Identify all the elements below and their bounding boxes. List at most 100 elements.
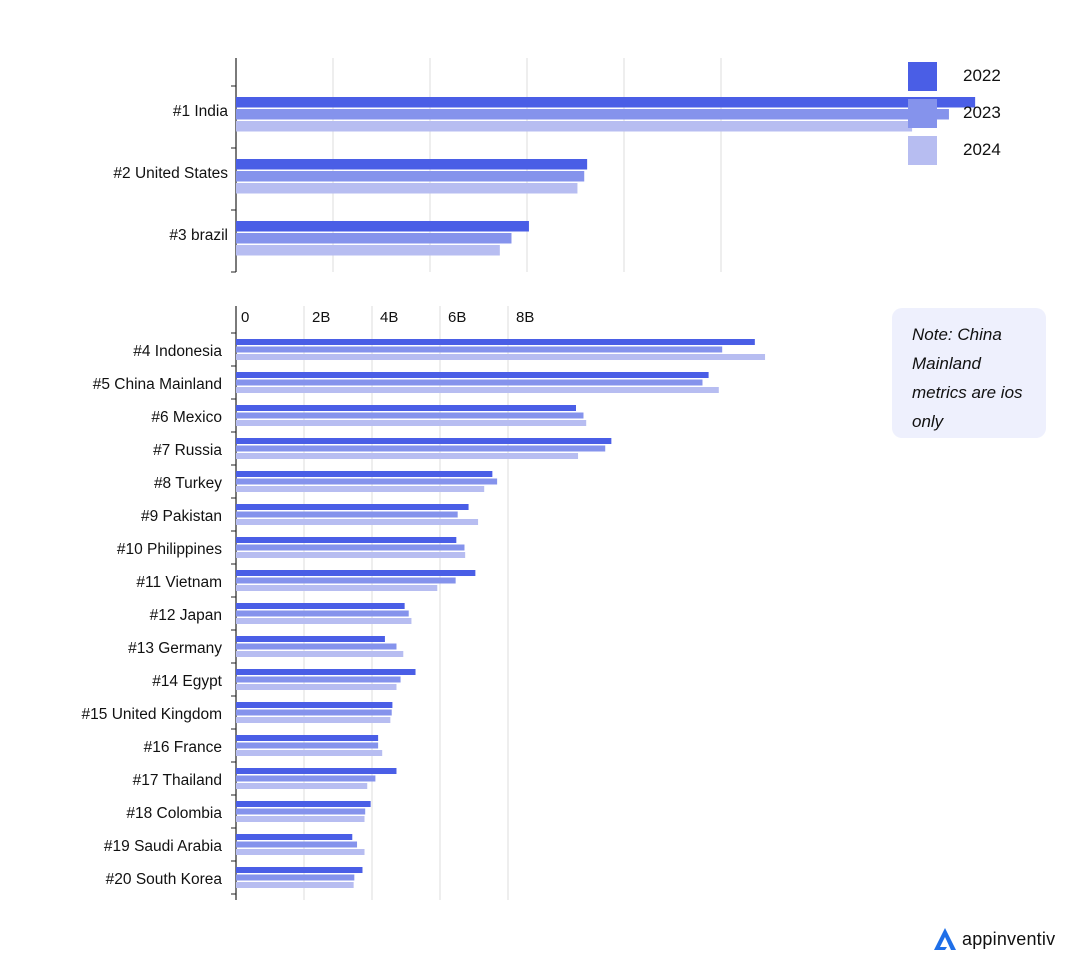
bar-10-philippines-2023 <box>236 544 465 551</box>
x-tick-label-4b: 4B <box>380 309 398 326</box>
bar-6-mexico-2022 <box>236 405 576 411</box>
bar-15-united-kingdom-2023 <box>236 709 392 716</box>
category-label-14-egypt: #14 Egypt <box>152 673 222 690</box>
legend-swatch-2022 <box>908 61 937 91</box>
legend-item-2024: 2024 <box>908 135 1001 165</box>
bar-15-united-kingdom-2024 <box>236 717 391 723</box>
category-label-2-united-states: #2 United States <box>113 165 228 182</box>
bar-14-egypt-2022 <box>236 669 416 675</box>
bar-12-japan-2024 <box>236 618 412 624</box>
bar-7-russia-2024 <box>236 453 579 459</box>
china-note: Note: China Mainland metrics are ios onl… <box>892 308 1046 438</box>
x-tick-label-8b: 8B <box>516 309 534 326</box>
x-tick-label-6b: 6B <box>448 309 466 326</box>
bar-6-mexico-2024 <box>236 420 587 426</box>
legend-swatch-2023 <box>908 98 937 128</box>
category-label-5-china-mainland: #5 China Mainland <box>93 376 222 393</box>
bar-5-china-mainland-2023 <box>236 379 703 386</box>
bar-2-united-states-2024 <box>236 183 578 194</box>
bar-20-south-korea-2022 <box>236 867 363 873</box>
category-label-11-vietnam: #11 Vietnam <box>136 574 222 591</box>
bar-7-russia-2023 <box>236 445 606 452</box>
bar-3-brazil-2024 <box>236 245 500 256</box>
bar-8-turkey-2024 <box>236 486 485 492</box>
bar-16-france-2022 <box>236 735 379 741</box>
bar-10-philippines-2024 <box>236 552 466 558</box>
bar-13-germany-2023 <box>236 643 397 650</box>
bar-14-egypt-2024 <box>236 684 397 690</box>
bar-8-turkey-2022 <box>236 471 493 477</box>
bar-20-south-korea-2024 <box>236 882 354 888</box>
legend-item-2023: 2023 <box>908 98 1001 128</box>
bar-18-colombia-2024 <box>236 816 365 822</box>
bar-13-germany-2024 <box>236 651 404 657</box>
legend-label-2024: 2024 <box>963 140 1001 159</box>
category-label-17-thailand: #17 Thailand <box>133 772 222 789</box>
category-label-8-turkey: #8 Turkey <box>154 475 222 492</box>
bar-16-france-2024 <box>236 750 383 756</box>
bar-4-indonesia-2023 <box>236 346 723 353</box>
bar-9-pakistan-2024 <box>236 519 479 525</box>
bar-10-philippines-2022 <box>236 537 457 543</box>
bar-19-saudi-arabia-2022 <box>236 834 353 840</box>
bar-1-india-2023 <box>236 109 949 120</box>
category-label-10-philippines: #10 Philippines <box>117 541 222 558</box>
category-label-4-indonesia: #4 Indonesia <box>133 343 222 360</box>
note-text: Note: China Mainland metrics are ios onl… <box>912 325 1023 431</box>
category-label-9-pakistan: #9 Pakistan <box>141 508 222 525</box>
bar-5-china-mainland-2024 <box>236 387 719 393</box>
category-label-15-united-kingdom: #15 United Kingdom <box>82 706 222 723</box>
bar-1-india-2022 <box>236 97 976 108</box>
bar-4-indonesia-2024 <box>236 354 766 360</box>
brand-logo: appinventiv <box>932 926 1055 952</box>
brand-name: appinventiv <box>962 928 1056 949</box>
bar-3-brazil-2023 <box>236 233 512 244</box>
bar-12-japan-2023 <box>236 610 409 617</box>
bar-12-japan-2022 <box>236 603 405 609</box>
category-label-19-saudi-arabia: #19 Saudi Arabia <box>104 838 222 855</box>
category-label-7-russia: #7 Russia <box>153 442 222 459</box>
bar-6-mexico-2023 <box>236 412 584 419</box>
bar-2-united-states-2022 <box>236 159 588 170</box>
bar-20-south-korea-2023 <box>236 874 355 881</box>
bar-11-vietnam-2023 <box>236 577 456 584</box>
bar-9-pakistan-2022 <box>236 504 469 510</box>
bar-1-india-2024 <box>236 121 913 132</box>
legend-label-2022: 2022 <box>963 66 1001 85</box>
category-label-20-south-korea: #20 South Korea <box>106 871 223 888</box>
bar-19-saudi-arabia-2023 <box>236 841 358 848</box>
legend-item-2022: 2022 <box>908 61 1001 91</box>
bar-17-thailand-2022 <box>236 768 397 774</box>
bar-16-france-2023 <box>236 742 379 749</box>
bar-15-united-kingdom-2022 <box>236 702 393 708</box>
category-label-12-japan: #12 Japan <box>150 607 222 624</box>
legend-label-2023: 2023 <box>963 103 1001 122</box>
bar-8-turkey-2023 <box>236 478 498 485</box>
bar-4-indonesia-2022 <box>236 339 755 345</box>
bar-13-germany-2022 <box>236 636 385 642</box>
bar-11-vietnam-2022 <box>236 570 476 576</box>
x-tick-label-2b: 2B <box>312 309 330 326</box>
legend-swatch-2024 <box>908 135 937 165</box>
category-label-16-france: #16 France <box>144 739 222 756</box>
category-label-13-germany: #13 Germany <box>128 640 222 657</box>
appinventiv-logo-icon <box>934 928 956 950</box>
bar-14-egypt-2023 <box>236 676 401 683</box>
bar-18-colombia-2023 <box>236 808 366 815</box>
category-label-1-india: #1 India <box>173 103 229 120</box>
bar-11-vietnam-2024 <box>236 585 438 591</box>
bar-17-thailand-2023 <box>236 775 376 782</box>
category-label-3-brazil: #3 brazil <box>169 227 228 244</box>
category-label-6-mexico: #6 Mexico <box>151 409 222 426</box>
bar-9-pakistan-2023 <box>236 511 458 518</box>
bar-3-brazil-2022 <box>236 221 529 232</box>
bar-19-saudi-arabia-2024 <box>236 849 365 855</box>
bar-7-russia-2022 <box>236 438 612 444</box>
chart-legend: 2022 2023 2024 <box>908 61 1001 173</box>
x-tick-label-0: 0 <box>241 309 249 326</box>
category-label-18-colombia: #18 Colombia <box>126 805 222 822</box>
bar-18-colombia-2022 <box>236 801 371 807</box>
bar-5-china-mainland-2022 <box>236 372 709 378</box>
bar-2-united-states-2023 <box>236 171 585 182</box>
